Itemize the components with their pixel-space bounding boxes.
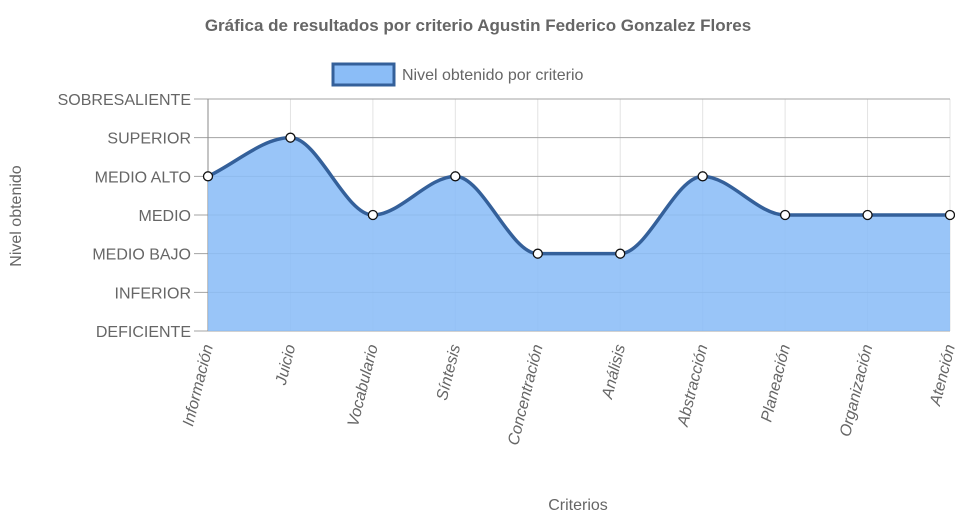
data-point[interactable] <box>615 248 626 259</box>
data-point[interactable] <box>862 209 873 221</box>
data-point[interactable] <box>450 171 461 182</box>
x-tick-label: Análisis <box>599 343 629 402</box>
x-tick-label: Atención <box>927 343 955 409</box>
data-point[interactable] <box>367 209 379 221</box>
series-line <box>207 135 950 256</box>
x-axis-title: Criterios <box>548 497 608 514</box>
y-tick-label: MEDIO BAJO <box>92 247 191 264</box>
x-tick-label: Organización <box>837 343 876 439</box>
data-area <box>207 135 950 331</box>
data-point[interactable] <box>202 171 214 182</box>
x-tick-label: Información <box>180 343 217 428</box>
x-tick-label: Concentración <box>505 343 546 447</box>
y-tick-label: MEDIO ALTO <box>95 169 191 186</box>
y-tick-label: SOBRESALIENTE <box>58 92 191 109</box>
area-fill <box>208 137 950 331</box>
y-tick-label: INFERIOR <box>115 285 191 302</box>
y-axis-ticks: DEFICIENTE INFERIOR MEDIO BAJO MEDIO MEDIO A… <box>58 92 191 341</box>
x-tick-label: Vocabulario <box>345 343 382 429</box>
chart-title: Gráfica de resultados por criterio Agust… <box>205 16 751 35</box>
y-tick-label: SUPERIOR <box>107 131 191 148</box>
x-axis-ticks: Información Juicio Vocabulario Síntesis Conc… <box>180 343 955 447</box>
legend-label: Nivel obtenido por criterio <box>402 67 584 84</box>
data-point[interactable] <box>532 248 543 259</box>
x-tick-label: Juicio <box>273 343 300 388</box>
x-tick-label: Síntesis <box>434 343 464 402</box>
legend-swatch <box>331 62 396 87</box>
y-tick-label: DEFICIENTE <box>96 324 191 341</box>
x-tick-label: Planeación <box>758 343 794 424</box>
data-point[interactable] <box>779 209 791 221</box>
y-tick-label: MEDIO <box>139 208 191 225</box>
data-point[interactable] <box>697 171 708 182</box>
y-axis-title: Nivel obtenido <box>8 165 25 267</box>
x-tick-label: Abstracción <box>675 343 712 429</box>
data-points[interactable] <box>202 132 955 259</box>
data-point[interactable] <box>285 132 296 143</box>
data-point[interactable] <box>944 209 955 221</box>
legend[interactable]: Nivel obtenido por criterio <box>331 62 584 87</box>
